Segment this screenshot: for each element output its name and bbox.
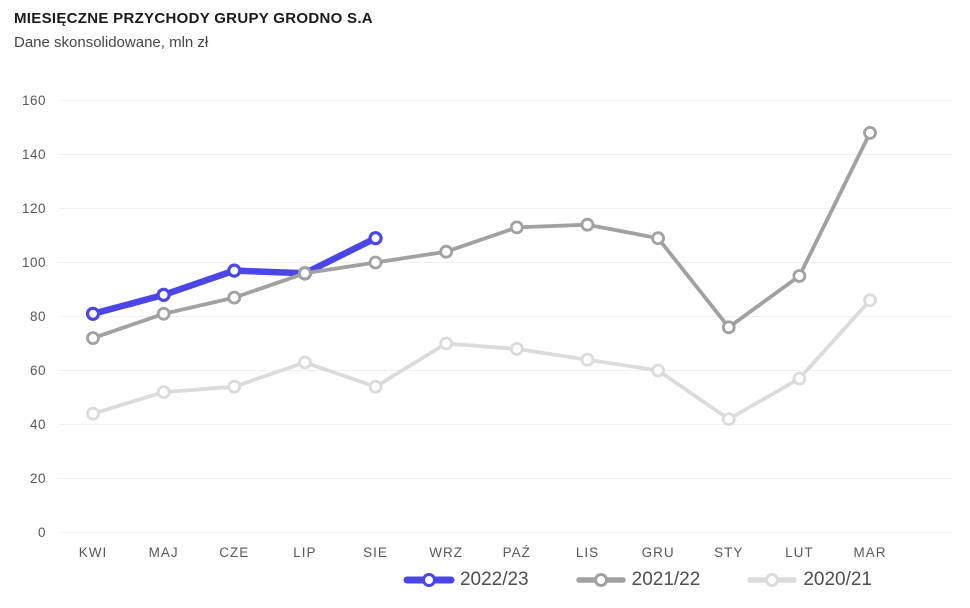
svg-text:160: 160 bbox=[22, 93, 46, 108]
svg-text:GRU: GRU bbox=[642, 545, 675, 560]
svg-text:LIS: LIS bbox=[576, 545, 599, 560]
legend-line-marker-icon bbox=[575, 573, 626, 587]
svg-text:PAŹ: PAŹ bbox=[503, 545, 531, 560]
legend-label: 2022/23 bbox=[459, 569, 529, 590]
chart-subtitle: Dane skonsolidowane, mln zł bbox=[14, 34, 209, 51]
svg-text:LIP: LIP bbox=[293, 545, 316, 560]
svg-text:20: 20 bbox=[30, 471, 46, 486]
legend-line-marker-icon bbox=[747, 573, 798, 587]
svg-text:140: 140 bbox=[22, 147, 46, 162]
legend-line-marker-icon bbox=[403, 573, 455, 587]
svg-text:100: 100 bbox=[22, 255, 46, 270]
legend: 2022/23 2021/22 2020/21 bbox=[403, 569, 872, 591]
svg-text:40: 40 bbox=[30, 417, 46, 432]
legend-item-2022-23[interactable]: 2022/23 bbox=[403, 569, 529, 591]
svg-text:CZE: CZE bbox=[219, 545, 249, 560]
svg-text:0: 0 bbox=[38, 525, 46, 540]
chart-header: MIESIĘCZNE PRZYCHODY GRUPY GRODNO S.A Da… bbox=[14, 10, 373, 51]
svg-text:120: 120 bbox=[22, 201, 46, 216]
legend-item-2020-21[interactable]: 2020/21 bbox=[746, 569, 872, 591]
legend-label: 2020/21 bbox=[803, 569, 872, 590]
svg-text:MAR: MAR bbox=[854, 545, 887, 560]
svg-text:KWI: KWI bbox=[79, 545, 108, 560]
chart-title: MIESIĘCZNE PRZYCHODY GRUPY GRODNO S.A bbox=[14, 10, 373, 27]
svg-text:STY: STY bbox=[714, 545, 743, 560]
svg-text:SIE: SIE bbox=[363, 545, 388, 560]
legend-item-2021-22[interactable]: 2021/22 bbox=[575, 569, 701, 591]
svg-text:60: 60 bbox=[30, 363, 46, 378]
svg-text:LUT: LUT bbox=[785, 545, 814, 560]
svg-text:MAJ: MAJ bbox=[149, 545, 179, 560]
legend-label: 2021/22 bbox=[631, 569, 701, 590]
svg-text:WRZ: WRZ bbox=[429, 545, 463, 560]
svg-text:80: 80 bbox=[30, 309, 46, 324]
